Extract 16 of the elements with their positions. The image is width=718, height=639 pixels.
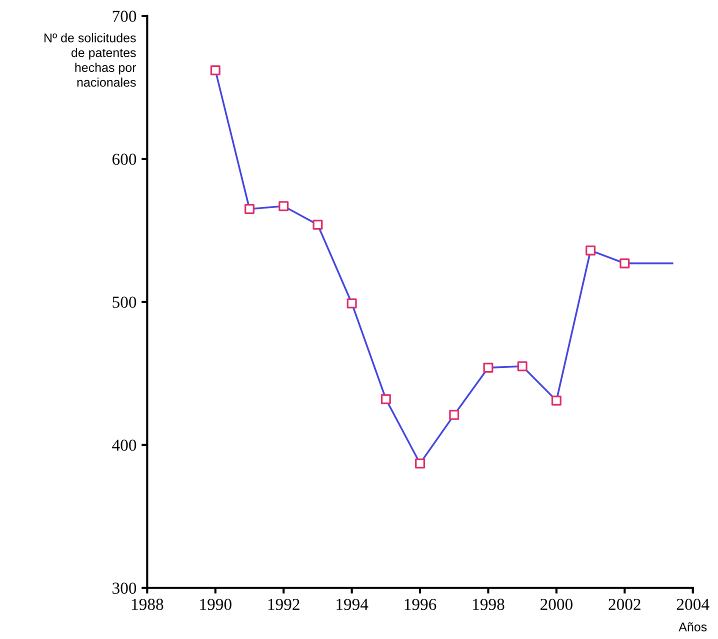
- x-axis-title: Años: [678, 622, 707, 632]
- y-tick-label: 700: [112, 10, 136, 22]
- x-tick-label: 1988: [132, 598, 164, 610]
- x-tick-label: 1998: [473, 598, 504, 610]
- x-tick-label: 2004: [676, 598, 710, 610]
- y-tick-label: 600: [112, 154, 136, 165]
- y-tick-label: 500: [112, 296, 136, 308]
- x-tick-label: 1996: [404, 598, 436, 610]
- y-tick-label: 400: [112, 440, 136, 451]
- x-tick-label: 1992: [268, 598, 300, 610]
- x-tick-label: 1990: [200, 598, 232, 610]
- y-axis-title: Nº de solicitudes de patentes hechas por nacionales: [44, 33, 136, 87]
- x-tick-label: 1994: [336, 598, 368, 610]
- y-tick-label: 300: [112, 582, 136, 594]
- x-tick-label: 2000: [540, 598, 572, 610]
- x-tick-label: 2002: [608, 598, 640, 610]
